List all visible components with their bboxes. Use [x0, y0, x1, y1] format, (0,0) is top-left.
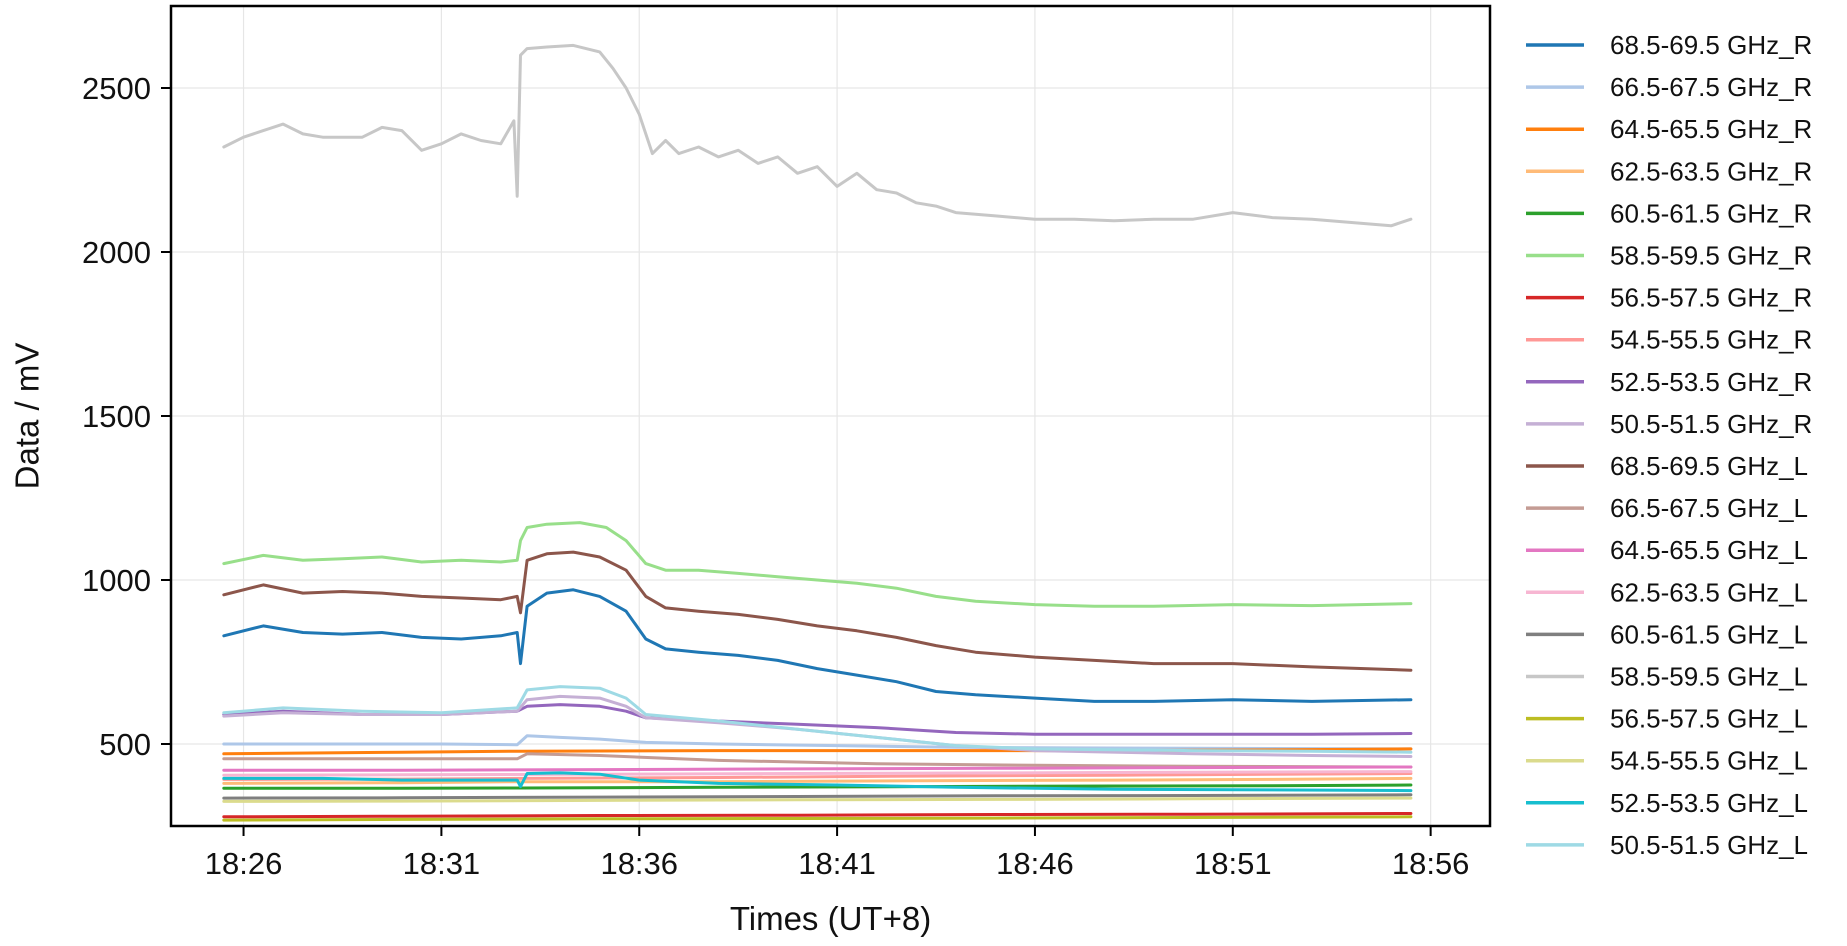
y-tick-label: 1500: [82, 399, 151, 434]
legend-entry-label: 56.5-57.5 GHz_L: [1610, 704, 1808, 734]
series-line-13: [222, 765, 1413, 772]
legend-entry-label: 52.5-53.5 GHz_R: [1610, 367, 1812, 397]
legend-entry-label: 60.5-61.5 GHz_R: [1610, 198, 1812, 228]
legend-entry-label: 62.5-63.5 GHz_L: [1610, 577, 1808, 607]
series-line-16: [222, 43, 1413, 228]
series-line-11: [222, 550, 1413, 672]
legend-entry-label: 52.5-53.5 GHz_L: [1610, 788, 1808, 818]
x-tick-label: 18:36: [600, 846, 678, 881]
legend-entry-label: 64.5-65.5 GHz_R: [1610, 114, 1812, 144]
series-line-7: [222, 812, 1413, 819]
series-line-2: [222, 734, 1413, 751]
legend-entry-label: 56.5-57.5 GHz_R: [1610, 283, 1812, 313]
legend-entry-label: 66.5-67.5 GHz_R: [1610, 72, 1812, 102]
legend-entry-label: 60.5-61.5 GHz_L: [1610, 619, 1808, 649]
legend-entry-label: 58.5-59.5 GHz_R: [1610, 241, 1812, 271]
legend-entry-label: 50.5-51.5 GHz_L: [1610, 830, 1808, 860]
series-line-4: [222, 776, 1413, 785]
series-line-19: [222, 771, 1413, 793]
x-tick-label: 18:51: [1194, 846, 1272, 881]
y-tick-label: 1000: [82, 563, 151, 598]
series-line-14: [222, 770, 1413, 777]
series-line-1: [222, 588, 1413, 703]
x-tick-label: 18:56: [1392, 846, 1470, 881]
legend-entry-label: 68.5-69.5 GHz_R: [1610, 30, 1812, 60]
x-tick-label: 18:41: [798, 846, 876, 881]
legend-entry-label: 62.5-63.5 GHz_R: [1610, 156, 1812, 186]
series-line-10: [222, 694, 1413, 758]
y-axis-label: Data / mV: [9, 343, 46, 490]
y-tick-label: 2000: [82, 235, 151, 270]
series-line-15: [222, 793, 1413, 800]
legend-entry-label: 54.5-55.5 GHz_L: [1610, 746, 1808, 776]
series-lines: [222, 43, 1413, 822]
series-line-6: [222, 521, 1413, 608]
series-line-5: [222, 783, 1413, 790]
x-tick-label: 18:31: [403, 846, 481, 881]
series-line-20: [222, 685, 1413, 754]
y-tick-label: 2500: [82, 71, 151, 106]
x-tick-label: 18:46: [996, 846, 1074, 881]
axis-ticks: 18:26 18:31 18:36 18:41 18:46 18:51 18:56 500 10…: [82, 71, 1469, 881]
legend-entry-label: 68.5-69.5 GHz_L: [1610, 451, 1808, 481]
series-line-12: [222, 752, 1413, 769]
legend-entry-label: 54.5-55.5 GHz_R: [1610, 325, 1812, 355]
series-line-18: [222, 796, 1413, 803]
legend-entry-label: 58.5-59.5 GHz_L: [1610, 662, 1808, 692]
y-tick-label: 500: [99, 727, 151, 762]
legend-entry-label: 50.5-51.5 GHz_R: [1610, 409, 1812, 439]
x-axis-label: Times (UT+8): [730, 900, 931, 937]
legend: 68.5-69.5 GHz_R 66.5-67.5 GHz_R 64.5-65.5 …: [1526, 30, 1812, 860]
x-tick-label: 18:26: [205, 846, 283, 881]
legend-entry-label: 66.5-67.5 GHz_L: [1610, 493, 1808, 523]
legend-entry-label: 64.5-65.5 GHz_L: [1610, 535, 1808, 565]
series-line-17: [222, 815, 1413, 822]
